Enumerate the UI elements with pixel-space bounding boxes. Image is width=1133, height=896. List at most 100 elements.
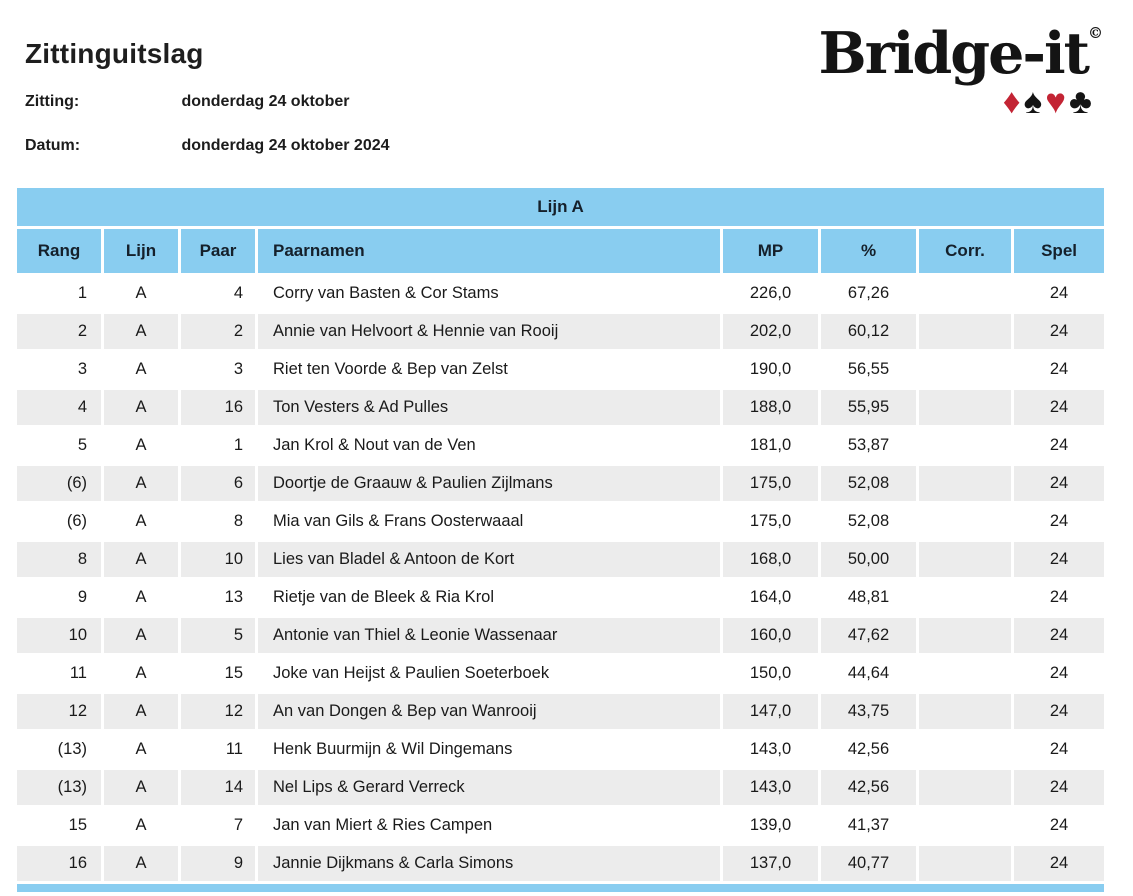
table-row: (6) A 8 Mia van Gils & Frans Oosterwaaal… bbox=[17, 504, 1105, 539]
cell-pct: 53,87 bbox=[821, 428, 916, 463]
cell-rang: 3 bbox=[17, 352, 101, 387]
cell-paarnamen: Annie van Helvoort & Hennie van Rooij bbox=[258, 314, 720, 349]
cell-paarnamen: Nel Lips & Gerard Verreck bbox=[258, 770, 720, 805]
cell-mp: 168,0 bbox=[723, 542, 818, 577]
column-header-rang: Rang bbox=[17, 229, 101, 273]
cell-rang: (6) bbox=[17, 504, 101, 539]
cell-lijn: A bbox=[104, 390, 178, 425]
cell-spel: 24 bbox=[1014, 580, 1105, 615]
cell-corr bbox=[919, 466, 1011, 501]
cell-rang: 10 bbox=[17, 618, 101, 653]
session-meta: Zitting: donderdag 24 oktober Datum: don… bbox=[25, 93, 390, 181]
results-table: Lijn A Rang Lijn Paar Paarnamen MP % Cor… bbox=[14, 185, 1107, 895]
club-suit-icon: ♣ bbox=[1069, 81, 1095, 121]
cell-lijn: A bbox=[104, 466, 178, 501]
meta-row-zitting: Zitting: donderdag 24 oktober bbox=[25, 93, 390, 113]
cell-mp: 137,0 bbox=[723, 846, 818, 881]
cell-paarnamen: An van Dongen & Bep van Wanrooij bbox=[258, 694, 720, 729]
zitting-label: Zitting: bbox=[25, 93, 80, 110]
results-body: 1 A 4 Corry van Basten & Cor Stams 226,0… bbox=[17, 276, 1105, 881]
cell-paar: 5 bbox=[181, 618, 255, 653]
cell-corr bbox=[919, 846, 1011, 881]
cell-paarnamen: Riet ten Voorde & Bep van Zelst bbox=[258, 352, 720, 387]
cell-mp: 175,0 bbox=[723, 466, 818, 501]
table-row: 15 A 7 Jan van Miert & Ries Campen 139,0… bbox=[17, 808, 1105, 843]
meta-row-datum: Datum: donderdag 24 oktober 2024 bbox=[25, 137, 390, 157]
cell-rang: 9 bbox=[17, 580, 101, 615]
cell-lijn: A bbox=[104, 770, 178, 805]
cell-paarnamen: Henk Buurmijn & Wil Dingemans bbox=[258, 732, 720, 767]
cell-spel: 24 bbox=[1014, 846, 1105, 881]
cell-mp: 190,0 bbox=[723, 352, 818, 387]
cell-pct: 52,08 bbox=[821, 466, 916, 501]
table-row: 2 A 2 Annie van Helvoort & Hennie van Ro… bbox=[17, 314, 1105, 349]
cell-corr bbox=[919, 542, 1011, 577]
table-row: (6) A 6 Doortje de Graauw & Paulien Zijl… bbox=[17, 466, 1105, 501]
cell-mp: 160,0 bbox=[723, 618, 818, 653]
cell-spel: 24 bbox=[1014, 352, 1105, 387]
page-title: Zittinguitslag bbox=[25, 38, 204, 69]
cell-pct: 60,12 bbox=[821, 314, 916, 349]
cell-rang: (13) bbox=[17, 770, 101, 805]
cell-rang: 8 bbox=[17, 542, 101, 577]
cell-pct: 40,77 bbox=[821, 846, 916, 881]
cell-paar: 8 bbox=[181, 504, 255, 539]
heart-suit-icon: ♥ bbox=[1045, 81, 1070, 121]
cell-spel: 24 bbox=[1014, 732, 1105, 767]
cell-mp: 181,0 bbox=[723, 428, 818, 463]
cell-rang: (13) bbox=[17, 732, 101, 767]
cell-corr bbox=[919, 504, 1011, 539]
cell-pct: 42,56 bbox=[821, 770, 916, 805]
table-row: 16 A 9 Jannie Dijkmans & Carla Simons 13… bbox=[17, 846, 1105, 881]
cell-lijn: A bbox=[104, 352, 178, 387]
cell-corr bbox=[919, 428, 1011, 463]
cell-paar: 6 bbox=[181, 466, 255, 501]
cell-spel: 24 bbox=[1014, 276, 1105, 311]
cell-corr bbox=[919, 770, 1011, 805]
bridge-it-logo: Bridge-it© ♦♠♥♣ bbox=[819, 24, 1103, 119]
cell-paar: 4 bbox=[181, 276, 255, 311]
cell-paar: 14 bbox=[181, 770, 255, 805]
table-row: (13) A 14 Nel Lips & Gerard Verreck 143,… bbox=[17, 770, 1105, 805]
table-foot bbox=[17, 884, 1105, 892]
card-suits-row: ♦♠♥♣ bbox=[819, 84, 1103, 119]
cell-spel: 24 bbox=[1014, 770, 1105, 805]
column-header-pct: % bbox=[821, 229, 916, 273]
cell-mp: 188,0 bbox=[723, 390, 818, 425]
logo-wordmark: Bridge-it© bbox=[819, 24, 1103, 84]
cell-pct: 44,64 bbox=[821, 656, 916, 691]
copyright-icon: © bbox=[1088, 24, 1103, 42]
cell-corr bbox=[919, 580, 1011, 615]
cell-spel: 24 bbox=[1014, 390, 1105, 425]
column-header-paar: Paar bbox=[181, 229, 255, 273]
cell-paar: 2 bbox=[181, 314, 255, 349]
cell-pct: 48,81 bbox=[821, 580, 916, 615]
cell-lijn: A bbox=[104, 656, 178, 691]
cell-mp: 226,0 bbox=[723, 276, 818, 311]
datum-label: Datum: bbox=[25, 137, 81, 154]
cell-rang: 1 bbox=[17, 276, 101, 311]
cell-corr bbox=[919, 694, 1011, 729]
cell-paar: 3 bbox=[181, 352, 255, 387]
cell-paarnamen: Lies van Bladel & Antoon de Kort bbox=[258, 542, 720, 577]
cell-mp: 143,0 bbox=[723, 732, 818, 767]
cell-pct: 47,62 bbox=[821, 618, 916, 653]
cell-corr bbox=[919, 314, 1011, 349]
datum-value: donderdag 24 oktober 2024 bbox=[181, 137, 390, 154]
cell-corr bbox=[919, 352, 1011, 387]
table-row: (13) A 11 Henk Buurmijn & Wil Dingemans … bbox=[17, 732, 1105, 767]
cell-corr bbox=[919, 276, 1011, 311]
footer-bar bbox=[17, 884, 1105, 892]
table-row: 8 A 10 Lies van Bladel & Antoon de Kort … bbox=[17, 542, 1105, 577]
cell-paarnamen: Ton Vesters & Ad Pulles bbox=[258, 390, 720, 425]
cell-lijn: A bbox=[104, 846, 178, 881]
cell-spel: 24 bbox=[1014, 314, 1105, 349]
zitting-value: donderdag 24 oktober bbox=[181, 93, 350, 110]
cell-paarnamen: Doortje de Graauw & Paulien Zijlmans bbox=[258, 466, 720, 501]
cell-pct: 43,75 bbox=[821, 694, 916, 729]
cell-lijn: A bbox=[104, 808, 178, 843]
cell-paar: 13 bbox=[181, 580, 255, 615]
table-row: 12 A 12 An van Dongen & Bep van Wanrooij… bbox=[17, 694, 1105, 729]
cell-paarnamen: Jan van Miert & Ries Campen bbox=[258, 808, 720, 843]
